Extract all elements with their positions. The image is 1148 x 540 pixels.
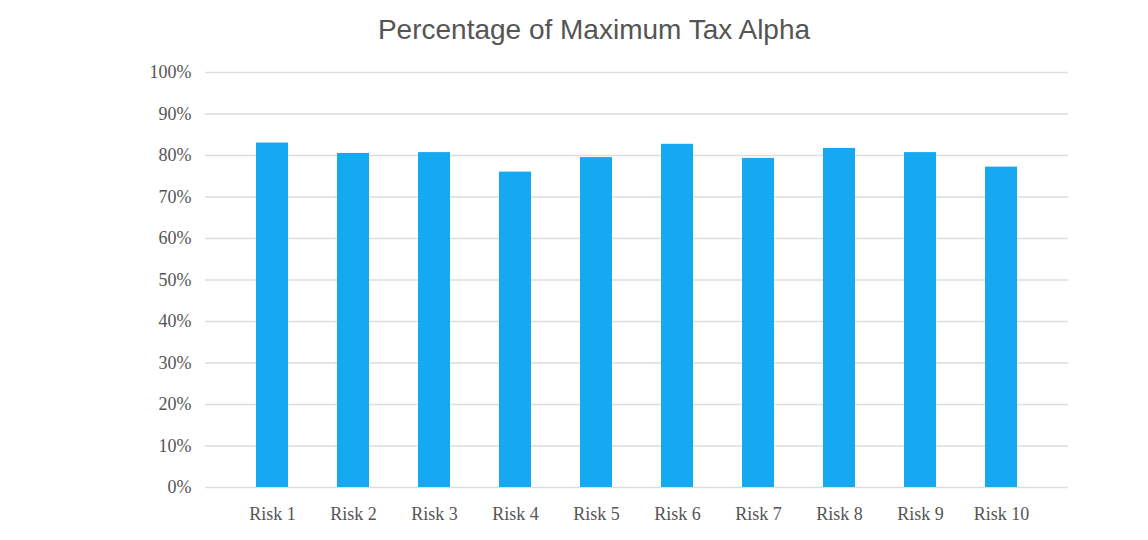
svg-text:50%: 50% — [159, 270, 192, 290]
svg-text:Risk 9: Risk 9 — [897, 504, 944, 524]
svg-text:Risk 2: Risk 2 — [330, 504, 377, 524]
svg-text:Risk 8: Risk 8 — [816, 504, 863, 524]
svg-text:10%: 10% — [159, 436, 192, 456]
svg-text:20%: 20% — [159, 394, 192, 414]
svg-text:Risk 6: Risk 6 — [654, 504, 701, 524]
svg-text:Risk 3: Risk 3 — [411, 504, 458, 524]
svg-text:80%: 80% — [159, 145, 192, 165]
svg-text:Risk 10: Risk 10 — [974, 504, 1030, 524]
svg-text:70%: 70% — [159, 187, 192, 207]
svg-text:100%: 100% — [150, 62, 192, 82]
html-text:Percentage of Maximum Tax Alph: Percentage of Maximum Tax Alpha — [377, 14, 811, 45]
svg-text:30%: 30% — [159, 353, 192, 373]
svg-text:Risk 7: Risk 7 — [735, 504, 782, 524]
svg-text:40%: 40% — [159, 311, 192, 331]
svg-text:60%: 60% — [159, 228, 192, 248]
svg-text:Risk 4: Risk 4 — [492, 504, 539, 524]
svg-text:90%: 90% — [159, 104, 192, 124]
svg-text:Risk 1: Risk 1 — [249, 504, 296, 524]
svg-text:0%: 0% — [168, 477, 192, 497]
svg-text:Risk 5: Risk 5 — [573, 504, 620, 524]
